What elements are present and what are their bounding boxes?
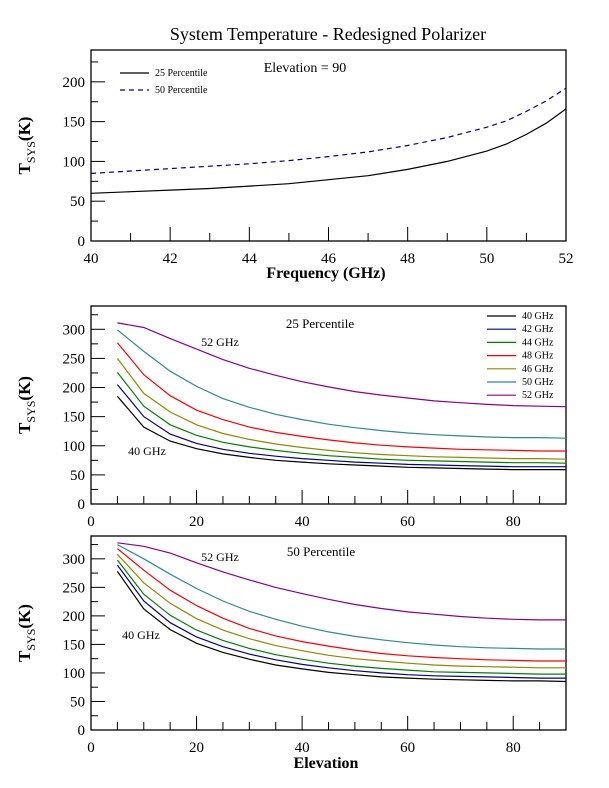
x-tick-label: 46 [321, 251, 337, 267]
x-tick-label: 42 [163, 251, 178, 267]
series-line-48-ghz [117, 548, 566, 662]
y-tick-label: 300 [63, 552, 86, 568]
percentile-25-annotation: 25 Percentile [286, 316, 354, 331]
legend-frequency: 25 Percentile 50 Percentile [120, 68, 208, 96]
plot-frame-p50 [90, 535, 567, 731]
x-tick-label: 40 [295, 514, 310, 530]
legend-label: 50 GHz [522, 377, 554, 388]
y-tick-label: 150 [63, 115, 86, 131]
label-40ghz-p25: 40 GHz [128, 444, 166, 458]
y-axis-title-freq: TSYS(K) [15, 117, 38, 175]
series-line-42-ghz [116, 384, 566, 468]
panel-25-percentile: 25 Percentile 52 GHz 40 GHz 050100150200… [15, 305, 567, 530]
series-line-25-percentile [90, 108, 567, 194]
x-tick-label: 40 [84, 251, 99, 267]
y-tick-label: 50 [70, 194, 85, 210]
y-tick-label: 100 [63, 154, 86, 170]
y-tick-label: 250 [63, 351, 86, 367]
series-line-46-ghz [116, 553, 566, 669]
legend-label: 46 GHz [522, 364, 554, 375]
y-tick-label: 250 [63, 580, 86, 596]
y-tick-label: 100 [63, 439, 86, 455]
y-axis-title-p25: TSYS(K) [15, 376, 38, 434]
y-tick-label: 0 [78, 234, 86, 250]
x-tick-label: 52 [559, 251, 574, 267]
legend-frequency-series: 40 GHz 42 GHz 44 GHz 48 GHz 46 GHz 50 GHz 52 G… [487, 311, 554, 401]
x-tick-label: 80 [506, 514, 521, 530]
series-line-52-ghz [117, 542, 566, 621]
x-tick-label: 60 [400, 740, 415, 756]
series-line-46-ghz [116, 358, 567, 460]
series-line-52-ghz [117, 322, 567, 408]
y-tick-label: 300 [63, 322, 86, 338]
x-axis-title-elevation: Elevation [294, 755, 359, 772]
y-tick-label: 0 [78, 497, 86, 513]
series-line-42-ghz [116, 564, 566, 679]
x-tick-label: 20 [189, 514, 204, 530]
x-tick-label: 44 [242, 251, 258, 267]
legend-label: 48 GHz [522, 351, 554, 362]
series-line-44-ghz [116, 559, 566, 675]
y-tick-label: 50 [70, 468, 85, 484]
x-tick-label: 50 [479, 251, 494, 267]
series-line-40-ghz [116, 395, 566, 471]
label-52ghz-p25: 52 GHz [201, 335, 239, 349]
y-tick-label: 200 [63, 381, 86, 397]
series-line-40-ghz [116, 571, 567, 683]
y-tick-label: 100 [63, 666, 86, 682]
y-axis-title-p50: TSYS(K) [15, 604, 38, 662]
legend-label: 40 GHz [522, 311, 554, 322]
series-line-48-ghz [116, 342, 566, 452]
y-tick-label: 200 [63, 609, 86, 625]
legend-label-50-percentile: 50 Percentile [155, 85, 208, 96]
elevation-annotation: Elevation = 90 [264, 61, 347, 76]
x-tick-label: 80 [506, 740, 521, 756]
y-tick-label: 0 [78, 723, 86, 739]
x-tick-label: 48 [400, 251, 415, 267]
x-tick-label: 20 [189, 740, 204, 756]
y-tick-label: 50 [70, 694, 85, 710]
series-line-44-ghz [116, 372, 567, 464]
legend-label: 42 GHz [522, 324, 554, 335]
series-line-50-ghz [117, 329, 567, 439]
legend-label-25-percentile: 25 Percentile [155, 68, 208, 79]
x-tick-label: 40 [295, 740, 310, 756]
y-tick-label: 200 [63, 75, 86, 91]
legend-label: 44 GHz [522, 337, 554, 348]
label-40ghz-p50: 40 GHz [122, 628, 160, 642]
legend-label: 52 GHz [522, 390, 554, 401]
figure-title: System Temperature - Redesigned Polarize… [170, 24, 486, 44]
panel-50-percentile: 50 Percentile 52 GHz 40 GHz Elevation 0 5… [15, 535, 567, 772]
series-line-50-ghz [117, 544, 566, 650]
series-line-50-percentile [90, 87, 567, 174]
y-tick-label: 150 [63, 410, 86, 426]
x-tick-label: 60 [400, 514, 415, 530]
y-tick-label: 150 [63, 637, 86, 653]
percentile-50-annotation: 50 Percentile [287, 544, 355, 559]
x-axis-title-frequency: Frequency (GHz) [266, 265, 385, 282]
x-tick-label: 0 [87, 514, 95, 530]
x-tick-label: 0 [87, 740, 95, 756]
panel-frequency: Elevation = 90 Frequency (GHz) 25 Percen… [15, 49, 574, 282]
label-52ghz-p50: 52 GHz [201, 550, 239, 564]
